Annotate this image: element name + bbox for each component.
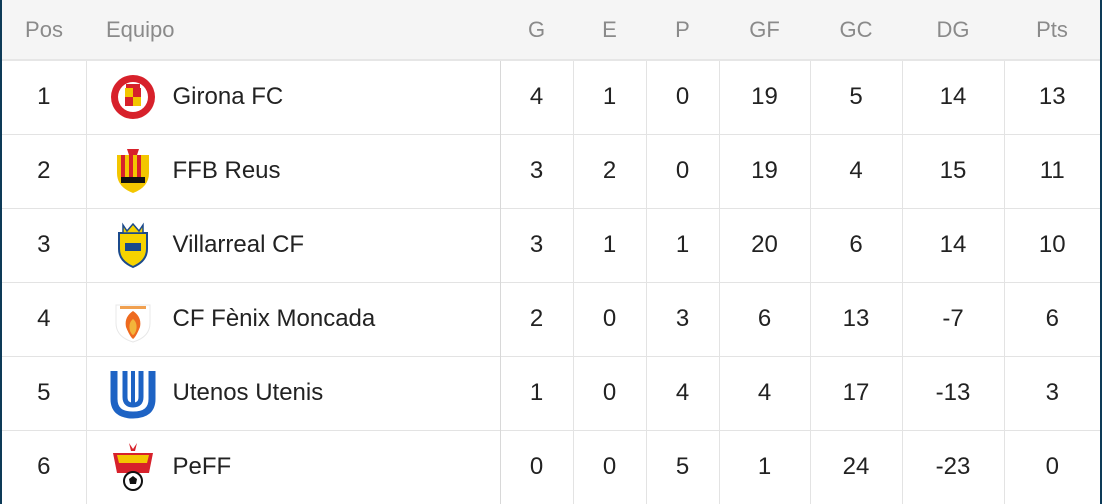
cell-pos: 4 [2,281,86,356]
table-row[interactable]: 6 PeFF 0 0 5 [2,429,1100,504]
table-row[interactable]: 4 CF Fènix Moncada 2 0 3 6 [2,281,1100,356]
frame-right-edge [1100,0,1102,504]
cell-team: FFB Reus [85,133,500,208]
cell-gc: 24 [809,429,902,504]
cell-pts: 11 [1003,133,1100,208]
cell-gf: 4 [718,355,810,430]
cell-e: 0 [572,355,646,430]
team-name[interactable]: PeFF [172,453,232,481]
cell-team: Villarreal CF [85,207,500,282]
cell-team: Girona FC [85,59,500,134]
col-header-gf[interactable]: GF [719,0,810,61]
table-row[interactable]: 5 Utenos Utenis 1 0 4 4 17 -1 [2,355,1100,430]
cell-g: 3 [499,207,573,282]
cell-p: 0 [645,59,719,134]
col-header-pts[interactable]: Pts [1004,0,1100,61]
cell-gc: 17 [809,355,902,430]
peff-crest-icon [109,443,157,492]
team-name[interactable]: CF Fènix Moncada [172,305,376,332]
cell-pts: 6 [1003,281,1100,356]
cell-p: 3 [645,281,719,356]
villarreal-cf-crest-icon [109,221,157,269]
cell-g: 3 [499,133,573,208]
cell-pos: 6 [2,429,86,504]
cell-p: 0 [645,133,719,208]
cell-p: 4 [645,355,719,430]
cell-pos: 5 [2,355,86,430]
cell-e: 1 [572,59,646,134]
cell-dg: 14 [901,59,1004,134]
cell-dg: -7 [901,281,1004,356]
col-header-team[interactable]: Equipo [86,0,500,61]
team-name[interactable]: Utenos Utenis [172,379,324,406]
girona-fc-crest-icon [109,73,157,121]
cell-gf: 20 [718,207,810,282]
cell-gf: 19 [718,133,810,208]
col-header-p[interactable]: P [646,0,719,61]
cf-fenix-moncada-crest-icon [109,295,157,343]
cell-e: 0 [572,281,646,356]
cell-gf: 19 [718,59,810,134]
cell-g: 0 [499,429,573,504]
cell-dg: -13 [901,355,1004,430]
col-header-pos[interactable]: Pos [2,0,86,61]
ffb-reus-crest-icon [109,147,157,195]
col-header-g[interactable]: G [500,0,573,61]
cell-gf: 6 [718,281,810,356]
table-row[interactable]: 1 Girona FC 4 [2,59,1100,134]
team-name[interactable]: Girona FC [172,83,284,111]
team-name[interactable]: Villarreal CF [172,231,305,258]
cell-pts: 3 [1003,355,1100,430]
table-row[interactable]: 3 Villarreal CF 3 1 1 20 6 14 [2,207,1100,282]
cell-gc: 5 [809,59,902,134]
cell-p: 5 [645,429,719,504]
utenos-utenis-crest-icon [109,369,157,419]
cell-gf: 1 [718,429,810,504]
col-header-dg[interactable]: DG [902,0,1004,61]
team-name[interactable]: FFB Reus [172,157,281,184]
cell-pts: 0 [1003,429,1100,504]
cell-g: 1 [499,355,573,430]
cell-p: 1 [645,207,719,282]
cell-e: 0 [572,429,646,504]
cell-team: Utenos Utenis [85,355,500,430]
col-header-gc[interactable]: GC [810,0,902,61]
cell-pos: 2 [2,133,86,208]
cell-dg: -23 [901,429,1004,504]
cell-gc: 6 [809,207,902,282]
cell-e: 2 [572,133,646,208]
col-header-e[interactable]: E [573,0,646,61]
frame-left-edge [0,0,2,504]
cell-g: 4 [499,59,573,134]
table-header-row: Pos Equipo G E P GF GC DG Pts [2,0,1100,61]
cell-team: PeFF [85,429,500,504]
cell-e: 1 [572,207,646,282]
cell-gc: 4 [809,133,902,208]
cell-gc: 13 [809,281,902,356]
cell-g: 2 [499,281,573,356]
cell-pts: 13 [1003,59,1100,134]
cell-team: CF Fènix Moncada [85,281,500,356]
cell-pos: 3 [2,207,86,282]
cell-dg: 15 [901,133,1004,208]
table-row[interactable]: 2 FFB Reus 3 [2,133,1100,208]
cell-pts: 10 [1003,207,1100,282]
cell-pos: 1 [2,59,86,134]
cell-dg: 14 [901,207,1004,282]
